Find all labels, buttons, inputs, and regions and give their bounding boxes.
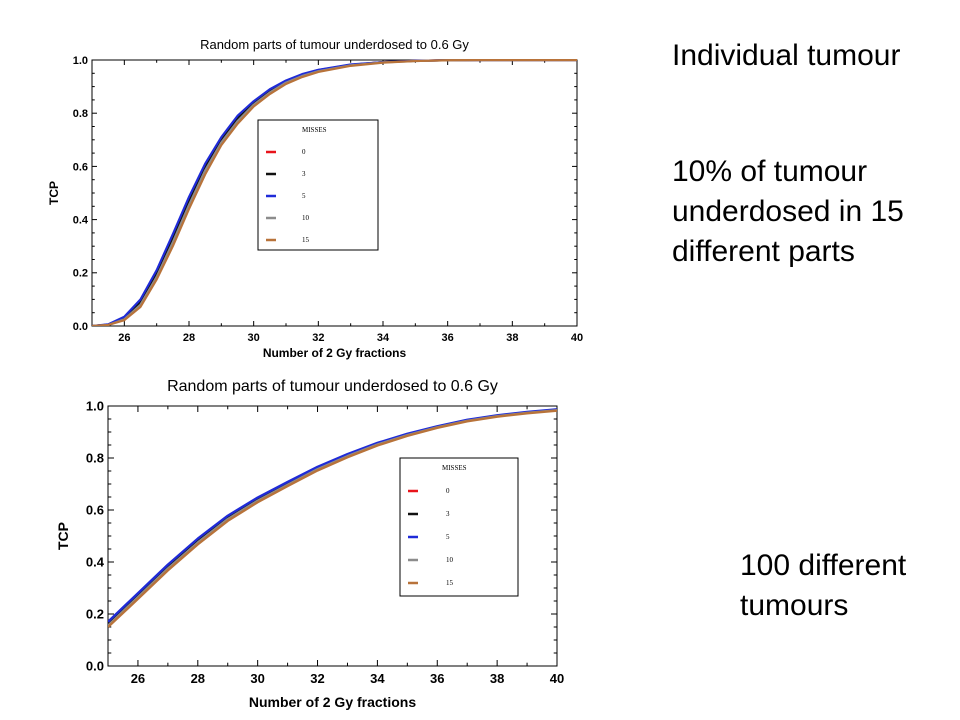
x-tick-label: 26 [131, 671, 145, 686]
note-underdosed-parts: 10% of tumour underdosed in 15 different… [672, 155, 904, 268]
x-tick-label: 28 [183, 332, 195, 344]
legend-label-5: 5 [446, 533, 450, 541]
y-tick-label: 1.0 [73, 55, 88, 67]
legend-label-5: 5 [302, 192, 306, 200]
y-tick-label: 0.4 [86, 555, 105, 570]
y-tick-label: 0.4 [73, 214, 89, 226]
legend-label-3: 3 [446, 510, 450, 518]
top-chart-svg: Random parts of tumour underdosed to 0.6… [47, 37, 583, 360]
bottom-x-axis-label: Number of 2 Gy fractions [249, 694, 416, 710]
x-tick-label: 34 [370, 671, 385, 686]
top-chart: Random parts of tumour underdosed to 0.6… [0, 0, 600, 365]
x-tick-label: 36 [442, 332, 454, 344]
top-legend-title: MISSES [302, 126, 327, 134]
note-hundred-tumours: 100 different tumours [740, 549, 907, 622]
x-tick-label: 38 [490, 671, 504, 686]
x-tick-label: 26 [118, 332, 130, 344]
y-tick-label: 0.8 [86, 451, 104, 466]
x-tick-label: 32 [310, 671, 324, 686]
x-tick-label: 40 [550, 671, 564, 686]
bottom-legend-box [399, 457, 519, 597]
bottom-chart-title: Random parts of tumour underdosed to 0.6… [167, 378, 498, 395]
legend-label-0: 0 [302, 148, 306, 156]
top-y-axis-label: TCP [47, 181, 61, 205]
bottom-legend-title: MISSES [442, 464, 467, 472]
top-legend-box [257, 119, 379, 251]
legend-label-3: 3 [302, 170, 306, 178]
x-tick-label: 38 [506, 332, 518, 344]
y-tick-label: 1.0 [86, 399, 104, 414]
bottom-chart-svg: Random parts of tumour underdosed to 0.6… [55, 378, 564, 710]
x-tick-label: 30 [248, 332, 260, 344]
top-chart-title: Random parts of tumour underdosed to 0.6… [200, 37, 469, 52]
bottom-series-group [108, 408, 557, 628]
legend-label-15: 15 [302, 236, 310, 244]
top-series-group [92, 59, 577, 326]
x-tick-label: 36 [430, 671, 444, 686]
y-tick-label: 0.0 [73, 321, 88, 333]
series-line-15 [108, 409, 557, 628]
y-tick-label: 0.2 [73, 268, 88, 280]
x-tick-label: 34 [377, 332, 390, 344]
legend-label-10: 10 [446, 556, 454, 564]
y-tick-label: 0.0 [86, 659, 104, 674]
y-tick-label: 0.6 [86, 503, 104, 518]
x-tick-label: 40 [571, 332, 583, 344]
bottom-chart: Random parts of tumour underdosed to 0.6… [55, 378, 564, 710]
y-tick-label: 0.8 [73, 108, 88, 120]
x-tick-label: 30 [250, 671, 264, 686]
note-individual-tumour: Individual tumour [672, 39, 901, 72]
top-x-axis-label: Number of 2 Gy fractions [263, 346, 407, 360]
legend-label-0: 0 [446, 487, 450, 495]
y-tick-label: 0.6 [73, 161, 88, 173]
legend-label-10: 10 [302, 214, 310, 222]
legend-label-15: 15 [446, 579, 454, 587]
bottom-y-axis-label: TCP [55, 522, 71, 550]
x-tick-label: 28 [191, 671, 205, 686]
series-line-15 [92, 59, 577, 326]
x-tick-label: 32 [312, 332, 324, 344]
y-tick-label: 0.2 [86, 607, 104, 622]
